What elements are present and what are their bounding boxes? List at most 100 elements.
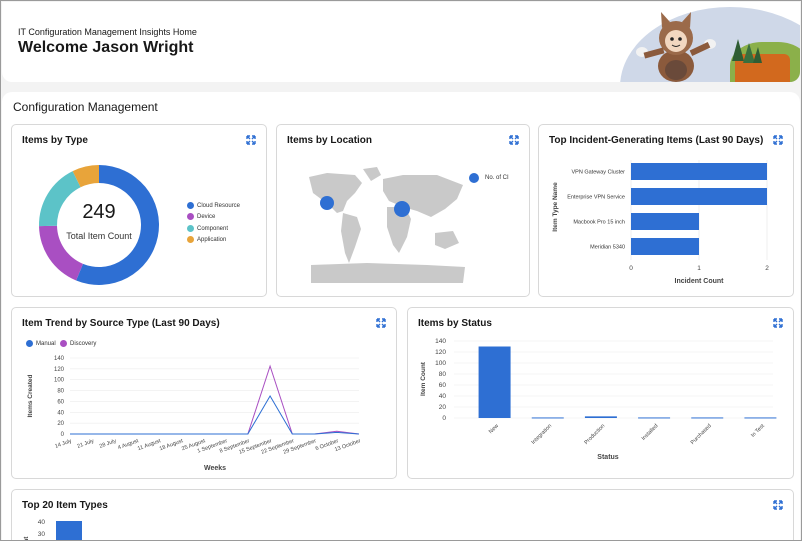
legend-item[interactable]: Discovery xyxy=(60,340,96,347)
y-axis-label: Item Count xyxy=(420,361,427,396)
top20-chart[interactable]: 40 30 Count xyxy=(12,516,212,541)
expand-icon[interactable] xyxy=(509,135,519,145)
x-tick-label: 13 October xyxy=(334,438,362,453)
card-title: Items by Status xyxy=(418,318,492,329)
expand-icon[interactable] xyxy=(773,135,783,145)
item-trend-chart[interactable]: 0 20 40 60 80 100 120 140 14 July 21 July 28 July 4… xyxy=(12,348,396,478)
bar[interactable] xyxy=(531,417,564,419)
bar[interactable] xyxy=(631,213,699,230)
y-tick-label: 20 xyxy=(57,421,64,427)
y-tick-label: 120 xyxy=(54,367,65,373)
card-title: Item Trend by Source Type (Last 90 Days) xyxy=(22,318,220,329)
legend-label: Discovery xyxy=(70,340,97,347)
world-map[interactable] xyxy=(307,167,467,287)
y-tick-label: 40 xyxy=(439,393,447,400)
legend-dot xyxy=(60,340,67,347)
legend-dot xyxy=(469,173,479,183)
y-tick-label: 20 xyxy=(439,404,447,411)
header-illustration-cliff xyxy=(735,54,790,82)
trees-icon xyxy=(732,39,762,63)
map-legend[interactable]: No. of CI xyxy=(469,173,509,183)
bar[interactable] xyxy=(631,188,767,205)
series-line[interactable] xyxy=(70,364,360,435)
x-axis-label: Weeks xyxy=(204,465,226,472)
y-tick-label: Meridian 5340 xyxy=(590,245,625,251)
total-count: 249 xyxy=(82,201,116,223)
x-tick-label: Installed xyxy=(641,423,660,442)
legend-label: No. of CI xyxy=(485,175,509,181)
legend-dot xyxy=(187,225,194,232)
donut-slice[interactable] xyxy=(76,165,159,285)
map-point-asia[interactable] xyxy=(394,201,410,217)
total-count-label: Total Item Count xyxy=(66,231,132,241)
bar[interactable] xyxy=(631,163,767,180)
x-tick-label: 14 July xyxy=(54,438,73,450)
x-tick-label: Purchased xyxy=(690,423,713,446)
x-tick-label: 0 xyxy=(629,265,633,272)
y-tick-label: 60 xyxy=(439,382,447,389)
x-tick-label: Production xyxy=(583,423,606,446)
card-title: Top Incident-Generating Items (Last 90 D… xyxy=(549,135,764,146)
expand-icon[interactable] xyxy=(376,318,386,328)
y-tick-label: 40 xyxy=(57,410,64,416)
x-tick-label: 2 xyxy=(765,265,769,272)
expand-icon[interactable] xyxy=(246,135,256,145)
x-tick-label: New xyxy=(488,423,500,435)
bar[interactable] xyxy=(478,346,511,419)
bar[interactable] xyxy=(638,417,671,419)
legend-item[interactable]: Cloud Resource xyxy=(187,202,240,209)
legend-item[interactable]: Device xyxy=(187,213,215,220)
y-tick-label: 0 xyxy=(442,415,446,422)
y-axis-label: Count xyxy=(23,536,30,541)
main-content: Configuration Management Items by Type 2… xyxy=(2,92,800,541)
top-incident-chart[interactable]: 0 1 2 VPN Gateway Cluster Enterprise VPN Ser… xyxy=(539,150,793,295)
card-title: Items by Type xyxy=(22,135,88,146)
y-tick-label: 140 xyxy=(54,356,65,362)
legend-item[interactable]: Manual xyxy=(26,340,56,347)
items-by-status-chart[interactable]: 0 20 40 60 80 100 120 140 New Integration Producti… xyxy=(408,333,793,478)
legend-dot xyxy=(26,340,33,347)
legend-label: Cloud Resource xyxy=(197,202,241,209)
expand-icon[interactable] xyxy=(773,318,783,328)
section-title: Configuration Management xyxy=(13,100,158,114)
x-tick-label: 28 July xyxy=(99,438,118,450)
donut-slice[interactable] xyxy=(39,225,83,281)
bar[interactable] xyxy=(744,417,777,419)
y-axis-label: Item Type Name xyxy=(552,182,559,232)
y-tick-label: 80 xyxy=(57,389,64,395)
legend-label: Manual xyxy=(36,340,56,347)
donut-slice[interactable] xyxy=(72,165,99,188)
y-tick-label: 140 xyxy=(435,338,446,345)
donut-slice[interactable] xyxy=(39,171,81,227)
item-trend-card: Item Trend by Source Type (Last 90 Days)… xyxy=(11,307,397,479)
bar[interactable] xyxy=(584,416,617,418)
expand-icon[interactable] xyxy=(773,500,783,510)
x-tick-label: 1 xyxy=(697,265,701,272)
bar[interactable] xyxy=(691,417,724,419)
legend-dot xyxy=(187,213,194,220)
bar[interactable] xyxy=(631,238,699,255)
legend-label: Component xyxy=(197,225,229,232)
y-tick-label: VPN Gateway Cluster xyxy=(572,170,626,176)
x-tick-label: Integration xyxy=(531,423,554,446)
astro-mascot-icon xyxy=(636,12,716,82)
legend-dot xyxy=(187,202,194,209)
series-line[interactable] xyxy=(70,395,360,435)
x-tick-label: In Test xyxy=(750,423,766,439)
y-tick-label: 0 xyxy=(61,432,65,438)
y-tick-label: 30 xyxy=(38,531,46,538)
card-title: Items by Location xyxy=(287,135,373,146)
y-tick-label: 100 xyxy=(54,378,65,384)
page-header: IT Configuration Management Insights Hom… xyxy=(2,2,800,82)
y-axis-label: Items Created xyxy=(27,374,34,417)
y-tick-label: Macbook Pro 15 inch xyxy=(573,220,625,226)
y-tick-label: 40 xyxy=(38,519,46,526)
legend-item[interactable]: Application xyxy=(187,236,226,243)
legend-item[interactable]: Component xyxy=(187,225,228,232)
bar[interactable] xyxy=(56,521,82,541)
items-by-type-card: Items by Type 249 Total Item Count Cloud… xyxy=(11,124,267,297)
map-point-americas[interactable] xyxy=(320,196,334,210)
legend-label: Application xyxy=(197,236,227,243)
items-by-type-donut[interactable] xyxy=(34,155,164,295)
items-by-status-card: Items by Status 0 20 40 60 80 100 120 140 New Int… xyxy=(407,307,794,479)
